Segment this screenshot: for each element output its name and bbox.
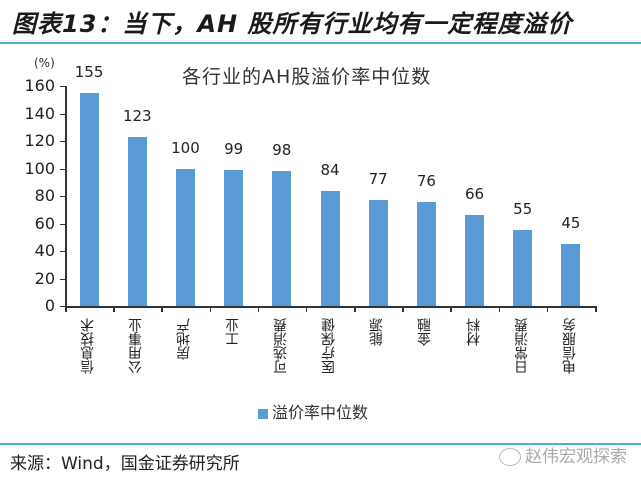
legend-label: 溢价率中位数 — [272, 403, 369, 422]
bar — [465, 215, 485, 306]
y-tick — [60, 306, 65, 307]
watermark: 赵伟宏观探索 — [499, 442, 627, 467]
y-tick-label: 120 — [24, 131, 55, 150]
category-label: 电信服务 — [561, 318, 578, 374]
category-label: 能源 — [369, 318, 386, 346]
figure-title: 图表13：当下，AH 股所有行业均有一定程度溢价 — [12, 10, 573, 38]
x-tick — [498, 306, 501, 312]
x-axis — [65, 306, 595, 308]
x-tick — [257, 306, 260, 312]
y-tick — [60, 141, 65, 142]
x-tick — [65, 306, 67, 312]
bar-value-label: 55 — [513, 200, 533, 219]
category-label: 工业 — [224, 318, 241, 346]
y-tick — [60, 278, 65, 280]
y-tick-label: 40 — [34, 241, 55, 260]
x-tick — [402, 306, 404, 312]
category-label: 房地产 — [176, 318, 193, 360]
y-tick — [60, 86, 65, 87]
bar-value-label: 98 — [272, 141, 292, 160]
y-tick-label: 20 — [34, 268, 55, 288]
bar-value-label: 100 — [171, 138, 200, 157]
chart-legend: 溢价率中位数 — [258, 399, 368, 423]
y-tick-label: 140 — [24, 103, 55, 123]
y-tick — [60, 251, 65, 252]
bar — [513, 230, 533, 306]
category-label: 信息技术 — [80, 318, 97, 374]
source-note: 来源：Wind，国金证券研究所 — [10, 454, 240, 474]
category-label: 日常消费 — [513, 318, 530, 374]
bar — [561, 244, 581, 306]
bar — [416, 201, 436, 306]
category-label: 医疗保健 — [321, 318, 337, 374]
x-tick — [209, 306, 212, 312]
bar-value-label: 155 — [74, 62, 104, 81]
y-tick — [60, 223, 65, 225]
x-tick — [161, 306, 163, 312]
x-tick — [450, 306, 452, 312]
bar — [79, 92, 99, 306]
y-axis-unit: (%) — [34, 56, 55, 70]
bar — [224, 169, 244, 306]
top-divider — [0, 42, 641, 44]
bar — [127, 136, 147, 306]
x-tick — [595, 306, 597, 312]
x-tick — [546, 306, 549, 312]
bar — [368, 200, 388, 306]
bar-value-label: 99 — [224, 139, 244, 158]
y-tick-label: 60 — [34, 213, 55, 233]
x-tick — [305, 306, 308, 312]
watermark-text: 赵伟宏观探索 — [525, 447, 627, 467]
bar-value-label: 76 — [416, 171, 436, 190]
category-label: 可选消费 — [272, 318, 289, 374]
y-tick-label: 100 — [24, 158, 55, 178]
bar-value-label: 45 — [561, 214, 581, 233]
bar-value-label: 66 — [464, 185, 485, 204]
bar — [272, 171, 292, 306]
chart-title: 各行业的AH股溢价率中位数 — [182, 66, 432, 88]
bar — [175, 168, 195, 306]
y-tick-label: 80 — [34, 186, 55, 205]
bottom-divider — [0, 443, 641, 445]
category-label: 材料 — [465, 318, 482, 346]
legend-swatch — [258, 408, 268, 419]
category-label: 公用事业 — [128, 318, 145, 374]
wechat-icon — [499, 448, 521, 466]
y-axis — [65, 86, 67, 307]
bar-value-label: 77 — [368, 170, 388, 189]
category-label: 金融 — [417, 318, 434, 346]
y-tick — [60, 168, 65, 170]
bar-value-label: 84 — [320, 160, 340, 179]
bar — [320, 190, 340, 306]
x-tick — [113, 306, 115, 312]
y-tick — [60, 196, 65, 197]
bar-value-label: 123 — [122, 106, 152, 125]
y-tick — [60, 113, 65, 115]
y-tick-label: 0 — [44, 296, 55, 315]
y-tick-label: 160 — [24, 76, 55, 95]
x-tick — [354, 306, 356, 312]
